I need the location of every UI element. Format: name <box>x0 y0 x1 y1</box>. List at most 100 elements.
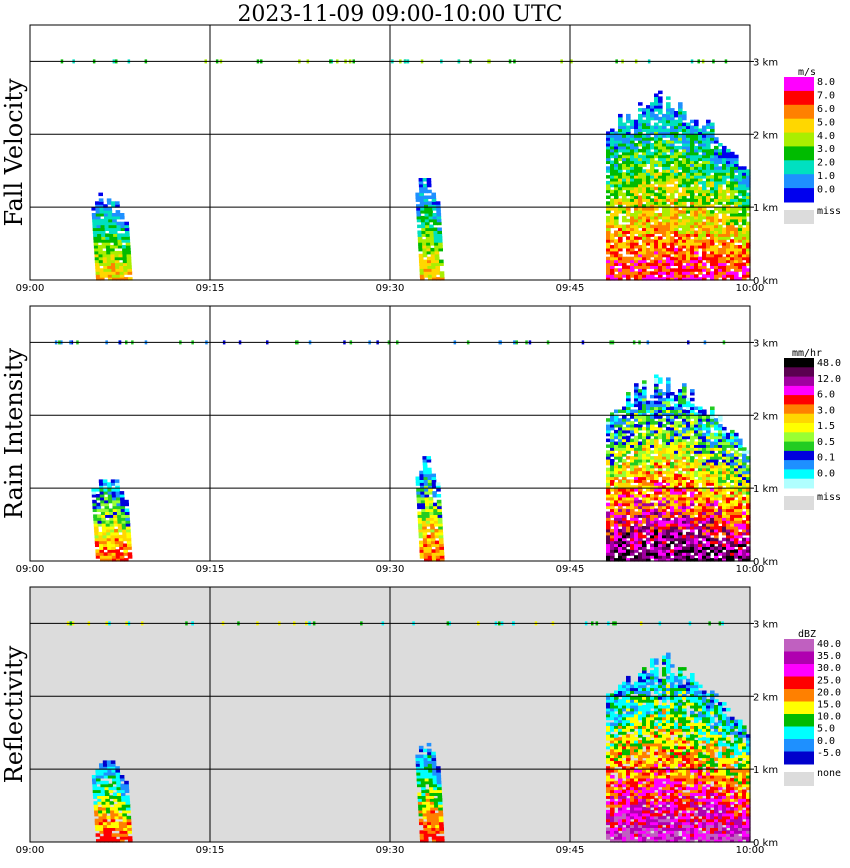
echo-cell <box>423 757 429 761</box>
echo-cell <box>738 517 743 521</box>
echo-cell <box>427 824 432 828</box>
echo-cell <box>714 140 719 144</box>
echo-cell <box>436 207 441 211</box>
legend-swatch <box>784 450 814 461</box>
echo-cell <box>714 491 719 495</box>
echo-cell <box>102 479 108 483</box>
echo-cell <box>678 514 683 518</box>
echo-cell <box>670 505 675 510</box>
echo-cell <box>419 192 424 197</box>
echo-cell <box>428 218 434 223</box>
echo-cell <box>626 213 631 217</box>
echo-cell <box>682 151 687 156</box>
echo-cell <box>422 807 427 811</box>
echo-cell <box>726 207 731 211</box>
echo-cell <box>626 201 631 205</box>
echo-cell <box>702 207 707 211</box>
echo-cell <box>119 830 124 834</box>
echo-cell <box>658 239 663 243</box>
echo-cell <box>427 274 433 278</box>
echo-cell <box>421 230 426 234</box>
echo-cell <box>694 496 699 501</box>
echo-cell <box>638 230 643 234</box>
echo-cell <box>642 186 647 191</box>
echo-cell <box>626 456 631 460</box>
echo-cell <box>610 821 615 826</box>
echo-cell <box>730 239 735 243</box>
echo-cell <box>626 485 631 489</box>
echo-cell <box>606 227 611 231</box>
echo-cell <box>702 277 707 281</box>
echo-cell <box>730 508 735 512</box>
echo-cell <box>99 274 105 278</box>
echo-cell <box>726 250 731 255</box>
echo-cell <box>698 192 703 197</box>
echo-cell <box>698 549 703 553</box>
echo-cell <box>714 262 719 266</box>
echo-cell <box>646 218 651 223</box>
echo-cell <box>674 494 679 498</box>
echo-cell <box>666 520 671 524</box>
echo-cell <box>734 178 739 182</box>
echo-cell <box>710 175 715 179</box>
echo-cell <box>119 833 125 837</box>
echo-cell <box>682 207 687 211</box>
echo-cell <box>104 792 110 796</box>
echo-cell <box>634 253 639 258</box>
echo-cell <box>674 198 679 202</box>
echo-cell <box>634 221 639 226</box>
legend-swatch <box>784 77 814 92</box>
echo-cell <box>122 247 127 252</box>
echo-cell <box>95 769 100 773</box>
echo-cell <box>734 259 739 264</box>
echo-cell <box>670 523 675 527</box>
echo-cell <box>634 119 639 124</box>
echo-cell <box>682 412 687 416</box>
echo-cell <box>634 160 639 164</box>
echo-cell <box>606 137 611 141</box>
echo-cell <box>714 192 719 197</box>
echo-cell <box>630 183 635 188</box>
echo-cell <box>116 505 122 510</box>
echo-cell <box>606 757 611 761</box>
echo-cell <box>738 245 743 249</box>
echo-cell <box>702 210 707 214</box>
echo-cell <box>674 403 679 408</box>
echo-cell <box>722 239 727 243</box>
echo-cell <box>730 476 735 480</box>
echo-cell <box>666 394 671 399</box>
echo-cell <box>726 534 731 539</box>
echo-cell <box>97 523 103 527</box>
echo-cell <box>658 392 663 396</box>
echo-cell <box>626 450 631 454</box>
echo-cell <box>738 253 743 258</box>
echo-cell <box>678 274 683 278</box>
echo-cell <box>726 172 731 176</box>
echo-cell <box>438 818 444 823</box>
echo-cell <box>742 215 747 220</box>
echo-cell <box>111 766 116 770</box>
echo-cell <box>626 204 631 208</box>
echo-cell <box>622 233 627 237</box>
echo-cell <box>429 233 435 237</box>
echo-cell <box>618 119 623 124</box>
legend-label: 1.5 <box>817 421 835 432</box>
echo-cell <box>104 221 109 226</box>
echo-cell <box>710 406 715 410</box>
echo-cell <box>722 274 727 278</box>
echo-cell <box>666 233 671 237</box>
echo-cell <box>432 558 437 562</box>
echo-cell <box>682 537 687 542</box>
echo-cell <box>114 250 119 255</box>
echo-cell <box>646 224 651 229</box>
echo-cell <box>622 555 627 559</box>
echo-cell <box>610 827 615 831</box>
echo-cell <box>654 96 659 100</box>
echo-cell <box>427 827 432 831</box>
echo-cell <box>642 505 647 510</box>
echo-cell <box>610 432 615 437</box>
echo-cell <box>686 397 691 402</box>
echo-cell <box>714 531 719 536</box>
echo-cell <box>722 148 727 153</box>
echo-cell <box>606 737 611 741</box>
